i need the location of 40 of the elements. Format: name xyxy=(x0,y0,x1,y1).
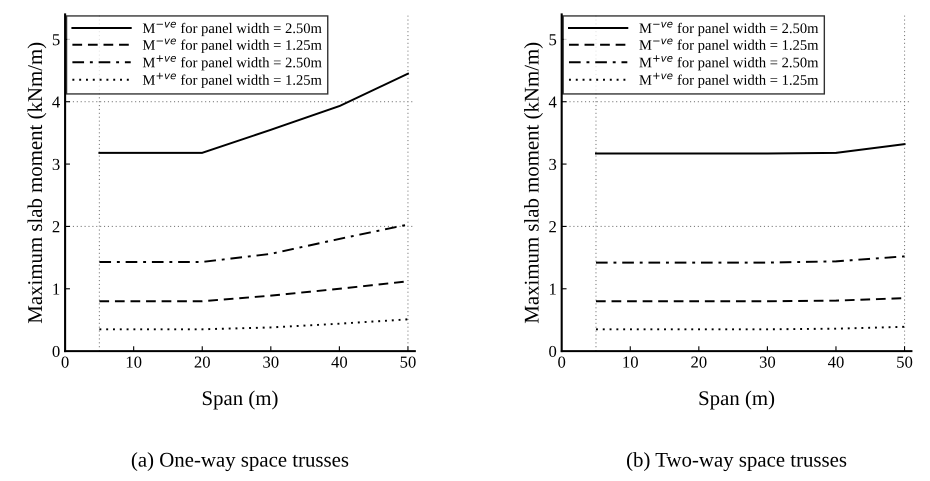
legend-label: M$^{+ve}$ for panel width = 2.50m xyxy=(639,55,818,70)
y-tick-label: 4 xyxy=(548,96,557,108)
x-tick-label: 30 xyxy=(760,356,776,368)
x-tick-label: 20 xyxy=(691,356,707,368)
text: (a) One-way space trusses xyxy=(132,452,348,472)
line-series xyxy=(98,318,409,330)
legend-label: M$^{+ve}$ for panel width = 1.25m xyxy=(639,72,818,88)
x-axis-title: Span (m) xyxy=(699,390,774,410)
x-tick-label: 0 xyxy=(558,356,566,368)
y-tick-label: 2 xyxy=(52,221,60,232)
y-tick-label: 3 xyxy=(52,158,60,170)
x-tick-label: 30 xyxy=(263,356,279,368)
legend-label: M$^{+ve}$ for panel width = 2.50m xyxy=(142,55,322,70)
text: (b) Two-way space trusses xyxy=(627,452,846,472)
x-tick-label: 10 xyxy=(623,356,638,368)
x-tick-label: 10 xyxy=(126,356,142,368)
y-tick-label: 2 xyxy=(549,221,556,232)
x-tick-label: 40 xyxy=(828,356,844,368)
legend-label: M$^{−ve}$ for panel width = 1.25m xyxy=(142,38,322,53)
y-tick-label: 1 xyxy=(53,284,60,295)
y-tick-label: 0 xyxy=(52,346,60,358)
x-tick-label: 20 xyxy=(194,356,210,368)
y-tick-label: 3 xyxy=(549,158,556,170)
legend-label: M$^{−ve}$ for panel width = 2.50m xyxy=(639,22,818,36)
y-axis-title: Maximum slab moment (kNm/m) xyxy=(27,42,46,324)
x-tick-label: 0 xyxy=(62,356,69,368)
x-tick-label: 50 xyxy=(400,356,416,368)
legend-label: M$^{+ve}$ for panel width = 1.25m xyxy=(142,72,322,88)
legend-label: M$^{−ve}$ for panel width = 1.25m xyxy=(639,38,818,53)
x-tick-label: 50 xyxy=(897,356,912,368)
y-tick-label: 0 xyxy=(549,346,556,358)
line-series xyxy=(98,72,409,154)
y-tick-label: 4 xyxy=(52,96,60,108)
y-axis-title: Maximum slab moment (kNm/m) xyxy=(524,42,543,324)
x-tick-label: 40 xyxy=(331,356,348,368)
x-axis-title: Span (m) xyxy=(202,390,278,410)
y-tick-label: 1 xyxy=(550,284,556,295)
y-tick-label: 5 xyxy=(52,34,60,46)
legend-label: M$^{−ve}$ for panel width = 2.50m xyxy=(142,22,322,36)
y-tick-label: 5 xyxy=(549,34,556,46)
